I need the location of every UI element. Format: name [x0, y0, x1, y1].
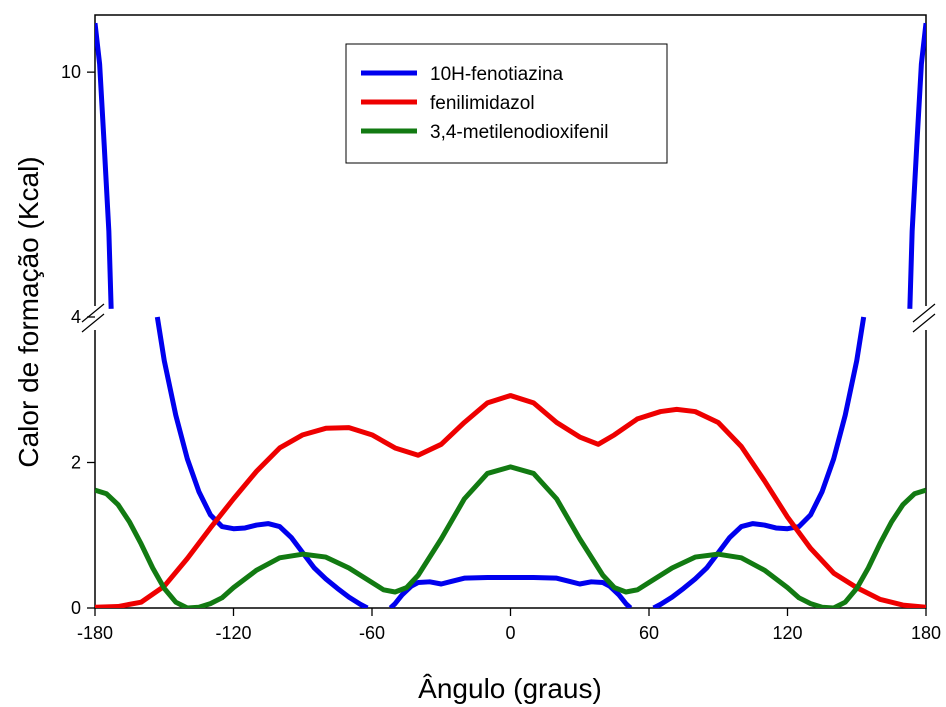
series-1 — [95, 393, 926, 608]
series-1-line-segment-0 — [95, 393, 926, 608]
axis-break-line-right-1 — [912, 303, 936, 323]
series-0-line-segment-0 — [95, 22, 114, 309]
x-tick-label-6: 180 — [911, 623, 941, 643]
series-2-line-segment-0 — [95, 464, 926, 608]
series-layer — [95, 22, 926, 608]
axis-break-gap-right — [917, 306, 935, 330]
x-tick-label-5: 120 — [772, 623, 802, 643]
legend-label-0: 10H-fenotiazina — [430, 64, 564, 85]
legend-label-2: 3,4-metilenodioxifenil — [430, 122, 609, 143]
axis-break-line-left-2 — [81, 313, 105, 333]
series-0-line-segment-3 — [652, 316, 867, 608]
x-tick-label-4: 60 — [639, 623, 659, 643]
x-tick-label-3: 0 — [505, 623, 515, 643]
legend-label-1: fenilimidazol — [430, 93, 535, 114]
series-0-line-segment-1 — [154, 316, 369, 608]
axis-break-line-right-2 — [912, 313, 936, 333]
series-0-line-segment-4 — [907, 22, 926, 309]
x-tick-label-0: -180 — [77, 623, 113, 643]
axis-break-line-left-1 — [81, 303, 105, 323]
x-tick-label-1: -120 — [215, 623, 251, 643]
y-tick-label-0: 0 — [71, 598, 81, 618]
axis-break-gap-left — [86, 306, 104, 330]
y-tick-label-2: 4 — [71, 307, 81, 327]
y-tick-label-1: 2 — [71, 453, 81, 473]
y-tick-label-3: 10 — [61, 62, 81, 82]
legend: 10H-fenotiazina fenilimidazol 3,4-metileno… — [345, 43, 668, 164]
y-axis-title: Calor de formação (Kcal) — [13, 156, 44, 467]
series-0 — [95, 22, 926, 608]
axis-break-marks — [81, 303, 936, 333]
y-axis-ticks: 0 2 4 10 — [61, 62, 95, 618]
x-axis-title: Ângulo (graus) — [418, 673, 602, 704]
x-tick-label-2: -60 — [359, 623, 385, 643]
x-axis-ticks: -180 -120 -60 0 60 120 180 — [77, 608, 941, 643]
series-0-line-segment-2 — [388, 574, 633, 608]
series-2 — [95, 464, 926, 608]
